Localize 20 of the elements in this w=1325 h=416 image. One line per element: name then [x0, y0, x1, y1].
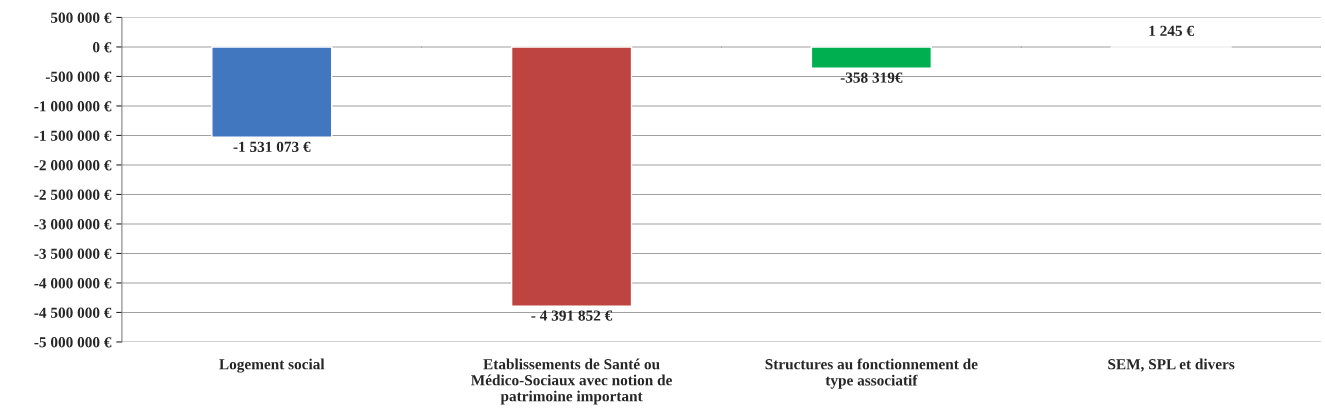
x-tick-label: Logement social: [219, 358, 325, 373]
y-tick-label: -2 500 000 €: [34, 189, 112, 200]
data-label: - 4 391 852 €: [531, 310, 613, 321]
data-label: 1 245 €: [1149, 25, 1194, 37]
y-tick-label: -500 000 €: [45, 71, 112, 82]
x-tick-label: SEM, SPL et divers: [1108, 358, 1235, 372]
y-tick-label: -4 000 000 €: [34, 278, 112, 289]
y-tick-label: -1 000 000 €: [34, 101, 112, 112]
y-tick-label: -4 500 000 €: [34, 307, 112, 318]
y-tick-label: -5 000 000 €: [34, 337, 112, 348]
data-label: -358 319€: [840, 72, 903, 83]
x-tick-label: Structures au fonctionnement de type associatif: [765, 358, 978, 389]
y-tick-label: 0 €: [92, 42, 112, 53]
y-tick-label: -1 500 000 €: [34, 130, 112, 141]
y-tick-label: -3 500 000 €: [34, 248, 112, 259]
x-tick-label: Etablissements de Santé ou Médico-Sociaux avec notion de patrimoine important: [471, 358, 672, 405]
y-tick-label: -2 000 000 €: [34, 160, 112, 171]
y-tick-label: 500 000 €: [50, 12, 112, 23]
y-tick-label: -3 000 000 €: [34, 219, 112, 230]
data-label: -1 531 073 €: [233, 141, 311, 152]
